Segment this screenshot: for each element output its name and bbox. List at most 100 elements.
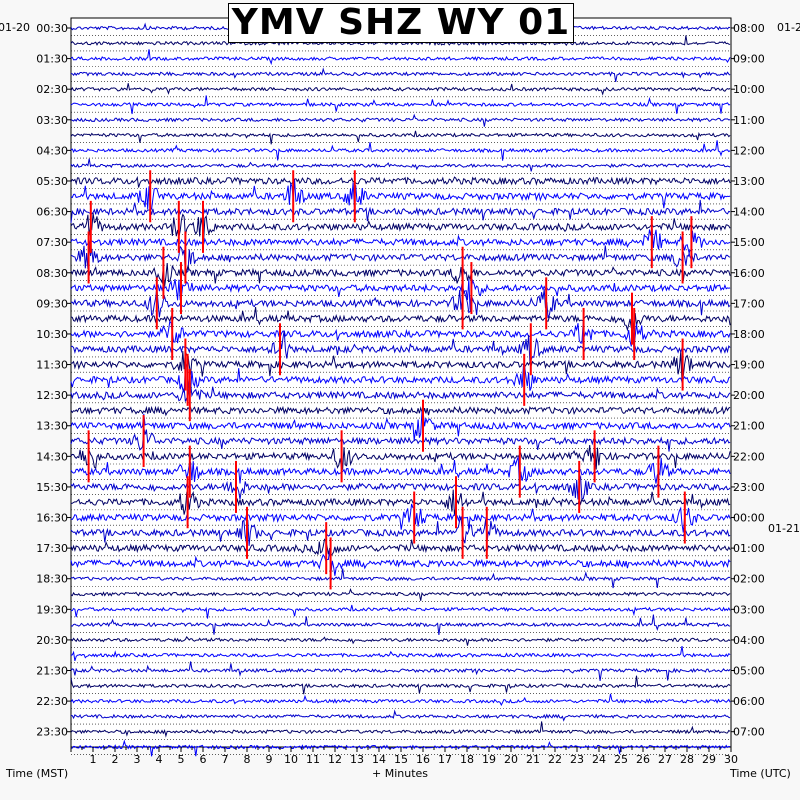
- left-time-label: 04:30: [36, 144, 68, 157]
- left-date-label: 01-20: [0, 21, 30, 34]
- left-time-label: 13:30: [36, 420, 68, 433]
- x-tick-label: 25: [614, 753, 628, 766]
- x-tick-label: 6: [200, 753, 207, 766]
- right-time-label: 06:00: [733, 695, 765, 708]
- x-tick-label: 12: [328, 753, 342, 766]
- right-time-label: 13:00: [733, 175, 765, 188]
- seismic-trace: [70, 383, 731, 402]
- seismic-trace: [70, 405, 731, 417]
- left-time-label: 08:30: [36, 267, 68, 280]
- seismic-trace: [70, 444, 731, 471]
- left-time-label: 00:30: [36, 22, 68, 35]
- right-time-label: 08:00: [733, 22, 765, 35]
- plot-area: [70, 17, 732, 748]
- left-time-label: 20:30: [36, 634, 68, 647]
- right-time-label: 23:00: [733, 481, 765, 494]
- x-tick-label: 7: [222, 753, 229, 766]
- right-time-label: 05:00: [733, 665, 765, 678]
- left-time-label: 07:30: [36, 236, 68, 249]
- x-tick-label: 17: [438, 753, 452, 766]
- left-time-label: 21:30: [36, 665, 68, 678]
- left-time-label: 02:30: [36, 83, 68, 96]
- x-tick-label: 4: [156, 753, 163, 766]
- x-tick-label: 9: [266, 753, 273, 766]
- x-tick-label: 1: [90, 753, 97, 766]
- left-time-label: 10:30: [36, 328, 68, 341]
- x-tick-label: 3: [134, 753, 141, 766]
- seismic-trace: [70, 49, 731, 66]
- x-tick-label: 8: [244, 753, 251, 766]
- left-axis-title: Time (MST): [5, 767, 68, 780]
- x-tick-label: 20: [504, 753, 518, 766]
- right-time-label: 19:00: [733, 359, 765, 372]
- x-tick-label: 2: [112, 753, 119, 766]
- right-time-label: 17:00: [733, 297, 765, 310]
- seismic-trace: [70, 158, 731, 172]
- right-time-label: 04:00: [733, 634, 765, 647]
- seismic-trace: [70, 330, 731, 363]
- left-time-labels: 00:30 01:30 02:30 03:30 04:30 05:30 06:30 07:30…: [36, 22, 71, 739]
- right-time-label: 18:00: [733, 328, 765, 341]
- right-time-label: 16:00: [733, 267, 765, 280]
- x-tick-label: 14: [372, 753, 386, 766]
- seismic-trace: [70, 721, 731, 738]
- left-time-label: 23:30: [36, 726, 68, 739]
- right-time-labels: 08:00 09:00 10:00 11:00 12:00 13:00 14:00 15:00…: [731, 22, 765, 739]
- left-time-label: 12:30: [36, 389, 68, 402]
- x-tick-label: 5: [178, 753, 185, 766]
- x-tick-label: 24: [592, 753, 606, 766]
- seismic-trace: [70, 709, 731, 722]
- seismic-trace: [70, 179, 731, 211]
- right-time-label: 01:00: [733, 542, 765, 555]
- left-time-label: 06:30: [36, 206, 68, 219]
- x-tick-label: 27: [658, 753, 672, 766]
- seismic-trace: [70, 213, 731, 242]
- x-tick-label: 19: [482, 753, 496, 766]
- event-group: [87, 170, 693, 590]
- seismic-trace: [70, 549, 731, 576]
- seismic-trace: [70, 320, 731, 349]
- x-tick-label: 30: [724, 753, 738, 766]
- seismic-trace: [70, 661, 731, 681]
- seismic-trace: [70, 199, 731, 224]
- x-tick-label: 11: [306, 753, 320, 766]
- seismic-trace: [70, 95, 731, 115]
- seismic-trace: [70, 130, 731, 145]
- x-tick-label: 10: [284, 753, 298, 766]
- left-time-label: 22:30: [36, 695, 68, 708]
- right-time-label: 02:00: [733, 573, 765, 586]
- seismic-trace: [70, 307, 731, 332]
- seismic-trace: [70, 516, 731, 546]
- x-tick-group: 1 2 3 4 5 6 7 8 9 10 11 12 13 14 15 16 17 18 19 20 21 22 23 24 2…: [70, 747, 738, 766]
- x-tick-label: 23: [570, 753, 584, 766]
- left-time-label: 01:30: [36, 53, 68, 66]
- left-time-label: 05:30: [36, 175, 68, 188]
- seismic-trace: [70, 140, 731, 161]
- seismic-trace: [70, 427, 731, 452]
- right-time-label: 15:00: [733, 236, 765, 249]
- seismic-trace: [70, 693, 731, 707]
- right-axis-title: Time (UTC): [729, 767, 791, 780]
- trace-group: [70, 22, 731, 757]
- right-time-label: 11:00: [733, 114, 765, 127]
- seismic-trace: [70, 475, 731, 500]
- x-tick-label: 22: [548, 753, 562, 766]
- right-time-label: 09:00: [733, 53, 765, 66]
- seismic-trace: [70, 538, 731, 557]
- seismic-trace: [70, 113, 731, 127]
- seismic-trace: [70, 456, 731, 489]
- seismic-trace: [70, 67, 731, 82]
- seismic-trace: [70, 175, 731, 188]
- x-tick-label: 28: [680, 753, 694, 766]
- seismic-trace: [70, 614, 731, 635]
- left-time-label: 14:30: [36, 450, 68, 463]
- left-time-label: 09:30: [36, 297, 68, 310]
- right-time-label: 07:00: [733, 726, 765, 739]
- x-tick-label: 13: [350, 753, 364, 766]
- seismic-trace: [70, 243, 731, 276]
- plot-frame-group: [70, 17, 732, 755]
- seismic-trace: [70, 489, 731, 516]
- right-time-label: 12:00: [733, 144, 765, 157]
